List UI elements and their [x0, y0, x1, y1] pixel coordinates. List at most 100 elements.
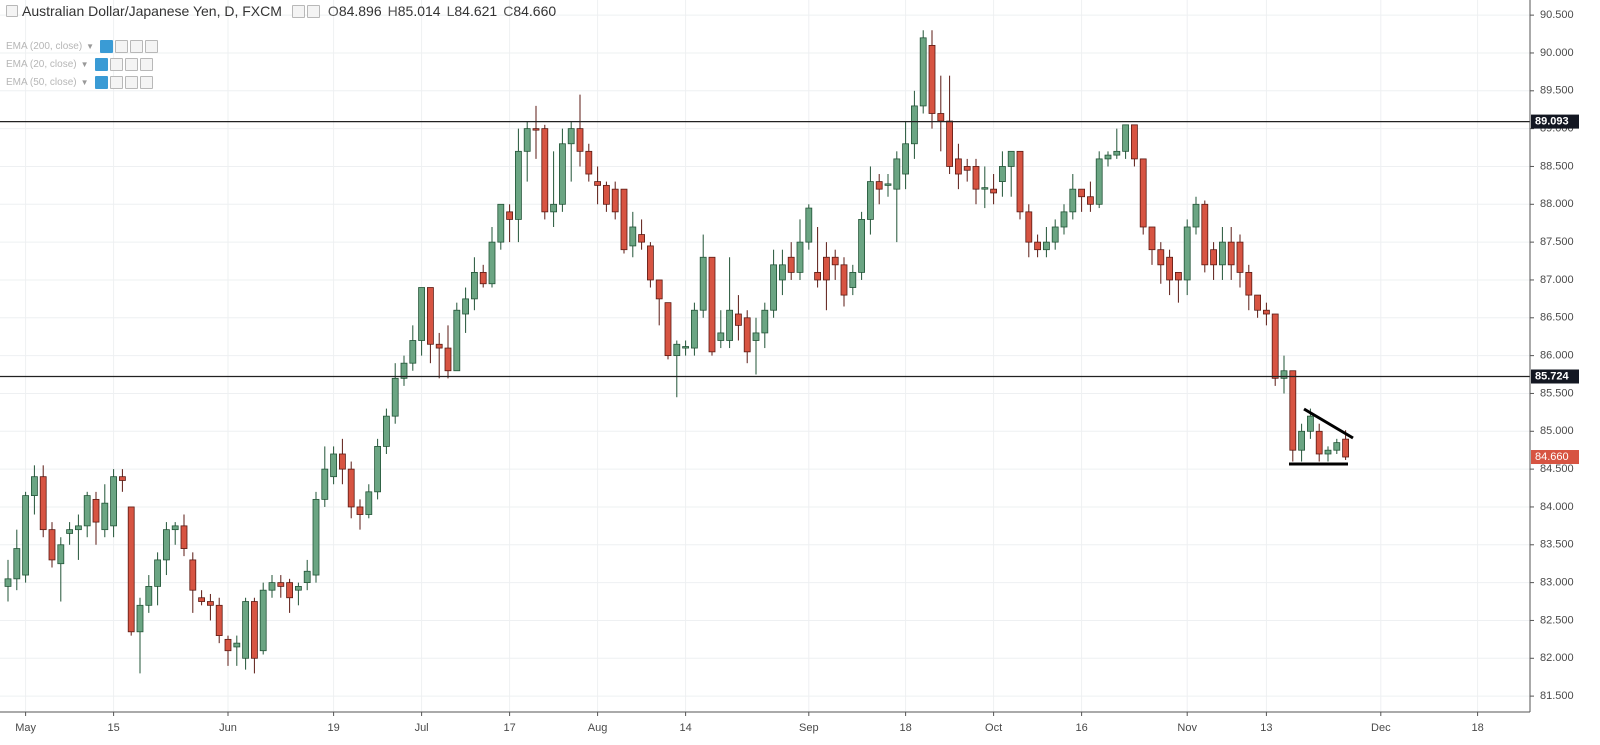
candle-body [22, 495, 30, 576]
candle-body [435, 343, 443, 349]
axes: 81.500 82.000 82.500 83.000 83.500 84.000 84.5… [15, 9, 1573, 734]
candle-body [1034, 241, 1041, 251]
candle-body [259, 589, 267, 652]
candle-body [198, 597, 206, 602]
candle-body [1298, 430, 1305, 451]
collapse-icon[interactable] [6, 5, 18, 17]
visibility-button[interactable] [100, 40, 114, 53]
dropdown-arrow[interactable]: ▼ [86, 42, 95, 51]
candle-body [796, 241, 804, 273]
candle-body [611, 188, 619, 213]
remove-button[interactable] [145, 40, 159, 53]
indicator-row[interactable]: EMA (50, close) ▼ [6, 76, 155, 89]
visibility-button[interactable] [94, 58, 108, 71]
candle-body [1016, 150, 1024, 213]
settings-button[interactable] [115, 40, 129, 53]
price-badge-label: 89.093 [1535, 115, 1569, 127]
add-button[interactable] [124, 76, 138, 89]
header-buttons [291, 4, 322, 18]
candle-body [1104, 154, 1112, 160]
candle-body [242, 601, 250, 659]
candle-body [1271, 313, 1279, 379]
hide-button[interactable] [306, 4, 320, 18]
visibility-button[interactable] [94, 76, 108, 89]
dropdown-arrow[interactable]: ▼ [80, 78, 89, 87]
candle-body [1324, 449, 1332, 455]
y-tick-label: 81.500 [1540, 690, 1574, 702]
ohlc-value: 84.896 [338, 3, 382, 19]
y-tick-label: 88.500 [1540, 160, 1574, 172]
candle-body [1051, 226, 1059, 243]
y-tick-label: 90.000 [1540, 47, 1574, 59]
x-tick-label: 18 [899, 722, 911, 734]
y-tick-label: 89.500 [1540, 85, 1574, 97]
settings-button[interactable] [291, 4, 305, 18]
candle-body [805, 207, 813, 243]
y-tick-label: 85.500 [1540, 387, 1574, 399]
dropdown-arrow[interactable]: ▼ [80, 60, 89, 69]
candle-body [206, 601, 214, 606]
x-tick-label: Dec [1371, 722, 1391, 734]
candle-body [444, 347, 452, 372]
settings-button[interactable] [109, 76, 123, 89]
candle-body [1131, 124, 1138, 160]
candle-body [1307, 415, 1314, 432]
candle-body [1043, 241, 1050, 251]
candle-body [171, 525, 179, 531]
last-price-label: 84.660 [1535, 451, 1569, 463]
y-tick-label: 88.000 [1540, 198, 1574, 210]
candle-body [752, 332, 760, 341]
candle-body [1139, 158, 1147, 228]
candles [4, 30, 1349, 674]
candle-body [743, 317, 751, 353]
candle-body [453, 309, 461, 372]
candle-body [338, 453, 346, 470]
candle-body [426, 287, 434, 345]
candle-body [576, 128, 584, 152]
candle-body [303, 570, 311, 584]
candle-body [30, 476, 38, 497]
indicator-label: EMA (50, close) [6, 77, 77, 88]
x-tick-label: 17 [503, 722, 515, 734]
add-button[interactable] [130, 40, 144, 53]
candle-body [603, 184, 610, 205]
settings-button[interactable] [109, 58, 123, 71]
candle-body [550, 203, 557, 213]
y-tick-label: 85.000 [1540, 425, 1574, 437]
candle-body [1122, 124, 1129, 152]
candle-body [1245, 271, 1253, 296]
candle-body [497, 203, 505, 243]
remove-button[interactable] [139, 76, 153, 89]
candle-body [286, 582, 294, 599]
candle-body [629, 226, 637, 247]
indicator-row[interactable]: EMA (200, close) ▼ [6, 40, 160, 53]
candle-body [1219, 241, 1226, 266]
y-tick-label: 82.500 [1540, 614, 1574, 626]
candle-body [382, 415, 390, 447]
candle-body [409, 340, 417, 364]
candle-body [999, 166, 1006, 182]
indicator-row[interactable]: EMA (20, close) ▼ [6, 58, 155, 71]
candle-body [1060, 211, 1068, 228]
candle-body [488, 241, 496, 285]
candle-body [858, 219, 865, 273]
candle-body [691, 309, 698, 349]
candle-body [66, 529, 73, 534]
candle-body [294, 585, 302, 591]
candle-body [981, 187, 989, 190]
candle-body [136, 604, 144, 633]
price-badge [1531, 114, 1579, 129]
y-tick-label: 87.000 [1540, 274, 1574, 286]
candle-body [963, 166, 971, 171]
candle-body [13, 548, 21, 580]
y-tick-label: 86.500 [1540, 312, 1574, 324]
remove-button[interactable] [139, 58, 153, 71]
candle-body [814, 271, 821, 281]
x-tick-label: May [15, 722, 36, 734]
candle-body [647, 245, 654, 281]
candle-body [233, 642, 241, 648]
candle-body [145, 585, 153, 606]
add-button[interactable] [124, 58, 138, 71]
candle-body [594, 181, 601, 186]
